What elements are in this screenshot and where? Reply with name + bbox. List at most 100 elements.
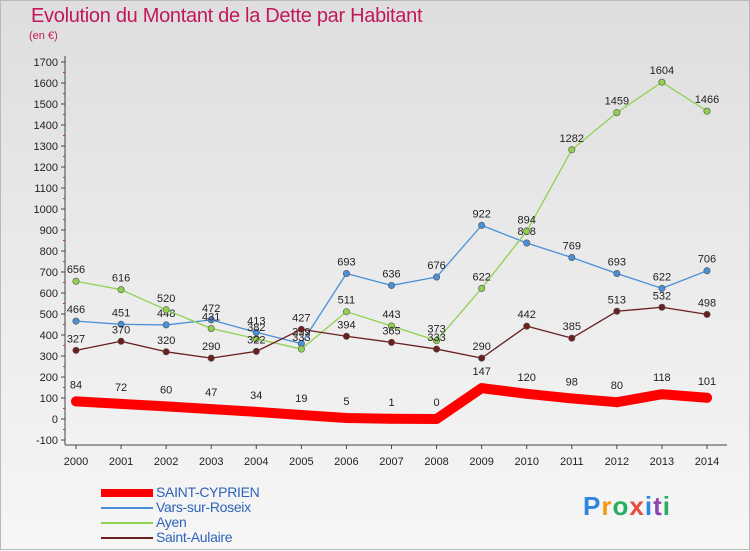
- x-tick-label: 2010: [514, 456, 538, 468]
- data-point: [703, 267, 711, 275]
- legend-swatch: [101, 537, 153, 539]
- data-point: [297, 325, 305, 333]
- data-point: [297, 345, 305, 353]
- legend-swatch: [101, 489, 153, 497]
- legend-swatch: [101, 522, 153, 524]
- data-point: [252, 335, 260, 343]
- data-label: 466: [67, 304, 85, 316]
- data-label: 451: [112, 307, 130, 319]
- data-point: [566, 393, 577, 404]
- data-label: 333: [427, 332, 445, 344]
- data-point: [117, 286, 125, 294]
- data-label: 511: [338, 295, 356, 307]
- data-label: 320: [157, 335, 175, 347]
- legend-swatch: [101, 507, 153, 509]
- logo-letter: i: [644, 491, 654, 521]
- data-point: [207, 316, 215, 324]
- data-point: [478, 284, 486, 292]
- data-label: 676: [427, 260, 445, 272]
- data-point: [433, 345, 441, 353]
- legend-label: Vars-sur-Roseix: [156, 499, 251, 515]
- data-label: 0: [434, 397, 440, 409]
- data-point: [386, 413, 397, 424]
- data-label: 120: [518, 372, 536, 384]
- legend-item: Saint-Aulaire: [101, 530, 341, 545]
- data-point: [568, 334, 576, 342]
- x-tick-label: 2012: [605, 456, 629, 468]
- data-point: [207, 324, 215, 332]
- data-label: 472: [202, 303, 220, 315]
- data-label: 622: [472, 271, 490, 283]
- data-point: [71, 396, 81, 407]
- data-point: [387, 322, 395, 330]
- y-tick-label: 1500: [34, 99, 58, 111]
- y-tick-label: 1000: [34, 204, 58, 216]
- data-label: 322: [247, 334, 265, 346]
- data-point: [568, 146, 576, 154]
- data-point: [613, 307, 621, 315]
- data-point: [478, 221, 486, 229]
- y-tick-label: 1400: [34, 120, 58, 132]
- data-label: 616: [112, 273, 130, 285]
- data-point: [116, 398, 127, 409]
- y-tick-label: 800: [40, 246, 58, 258]
- data-point: [611, 397, 622, 408]
- data-point: [703, 107, 711, 115]
- data-point: [613, 109, 621, 117]
- data-label: 290: [472, 341, 490, 353]
- data-label: 34: [250, 390, 262, 402]
- data-point: [431, 414, 442, 424]
- y-tick-label: 300: [40, 351, 58, 363]
- y-tick-label: 100: [40, 393, 58, 405]
- y-tick-label: 1100: [34, 183, 58, 195]
- data-point: [251, 406, 262, 417]
- data-point: [162, 321, 170, 329]
- data-label: 1604: [650, 65, 674, 77]
- data-label: 101: [698, 376, 716, 388]
- data-point: [433, 273, 441, 281]
- data-point: [117, 320, 125, 328]
- data-label: 769: [563, 241, 581, 253]
- x-tick-label: 2013: [650, 456, 674, 468]
- data-label: 894: [518, 214, 536, 226]
- y-tick-label: 900: [40, 225, 58, 237]
- x-tick-label: 2007: [379, 456, 403, 468]
- logo-letter: o: [612, 491, 630, 521]
- data-label: 513: [608, 294, 626, 306]
- data-label: 98: [566, 376, 578, 388]
- data-point: [658, 284, 666, 292]
- y-tick-label: 400: [40, 330, 58, 342]
- data-label: 427: [292, 312, 310, 324]
- data-label: 448: [157, 308, 175, 320]
- data-point: [613, 269, 621, 277]
- data-point: [523, 227, 531, 235]
- data-label: 532: [653, 290, 671, 302]
- y-tick-label: 1600: [34, 78, 58, 90]
- data-label: 327: [67, 333, 85, 345]
- data-label: 1: [388, 397, 394, 409]
- logo-letter: x: [629, 491, 645, 521]
- data-point: [703, 310, 711, 318]
- data-point: [658, 303, 666, 311]
- data-label: 498: [698, 297, 716, 309]
- data-point: [72, 317, 80, 325]
- data-label: 60: [160, 384, 172, 396]
- legend-item: Vars-sur-Roseix: [101, 500, 341, 515]
- data-label: 80: [611, 380, 623, 392]
- data-label: 385: [563, 321, 581, 333]
- chart-legend: SAINT-CYPRIEN Vars-sur-Roseix Ayen Saint…: [101, 485, 341, 545]
- x-tick-label: 2005: [289, 456, 313, 468]
- data-point: [523, 239, 531, 247]
- data-label: 47: [205, 387, 217, 399]
- x-tick-label: 2008: [424, 456, 448, 468]
- data-point: [207, 354, 215, 362]
- data-point: [206, 404, 217, 415]
- x-tick-label: 2001: [109, 456, 133, 468]
- data-label: 84: [70, 379, 82, 391]
- logo-letter: P: [583, 491, 602, 521]
- x-tick-label: 2003: [199, 456, 223, 468]
- data-point: [387, 281, 395, 289]
- data-label: 442: [518, 309, 536, 321]
- data-label: 370: [112, 324, 130, 336]
- data-label: 118: [653, 372, 671, 384]
